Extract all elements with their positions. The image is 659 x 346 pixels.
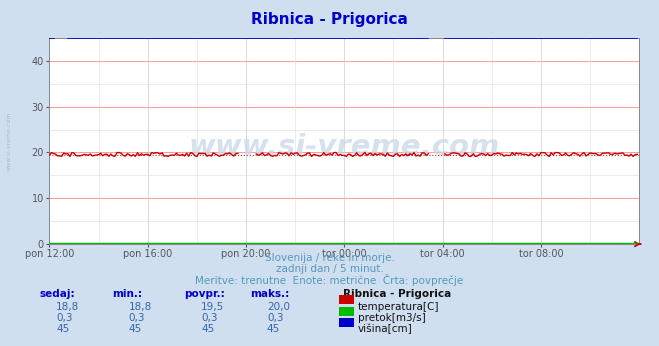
Text: www.si-vreme.com: www.si-vreme.com	[7, 111, 12, 171]
Text: 0,3: 0,3	[56, 313, 72, 323]
Text: Slovenija / reke in morje.: Slovenija / reke in morje.	[264, 253, 395, 263]
Text: sedaj:: sedaj:	[40, 289, 75, 299]
Text: 45: 45	[267, 324, 280, 334]
Text: 0,3: 0,3	[129, 313, 145, 323]
Text: Ribnica - Prigorica: Ribnica - Prigorica	[251, 12, 408, 27]
Text: temperatura[C]: temperatura[C]	[358, 302, 440, 312]
Text: 45: 45	[56, 324, 69, 334]
Text: 20,0: 20,0	[267, 302, 290, 312]
Text: povpr.:: povpr.:	[185, 289, 225, 299]
Text: 45: 45	[129, 324, 142, 334]
Text: min.:: min.:	[112, 289, 142, 299]
Text: 45: 45	[201, 324, 214, 334]
Text: 18,8: 18,8	[129, 302, 152, 312]
Text: višina[cm]: višina[cm]	[358, 324, 413, 334]
Text: maks.:: maks.:	[250, 289, 290, 299]
Text: zadnji dan / 5 minut.: zadnji dan / 5 minut.	[275, 264, 384, 274]
Text: 18,8: 18,8	[56, 302, 79, 312]
Text: 0,3: 0,3	[201, 313, 217, 323]
Text: 0,3: 0,3	[267, 313, 283, 323]
Text: pretok[m3/s]: pretok[m3/s]	[358, 313, 426, 323]
Text: 19,5: 19,5	[201, 302, 224, 312]
Text: Meritve: trenutne  Enote: metrične  Črta: povprečje: Meritve: trenutne Enote: metrične Črta: …	[195, 274, 464, 286]
Text: Ribnica - Prigorica: Ribnica - Prigorica	[343, 289, 451, 299]
Text: www.si-vreme.com: www.si-vreme.com	[188, 133, 500, 161]
